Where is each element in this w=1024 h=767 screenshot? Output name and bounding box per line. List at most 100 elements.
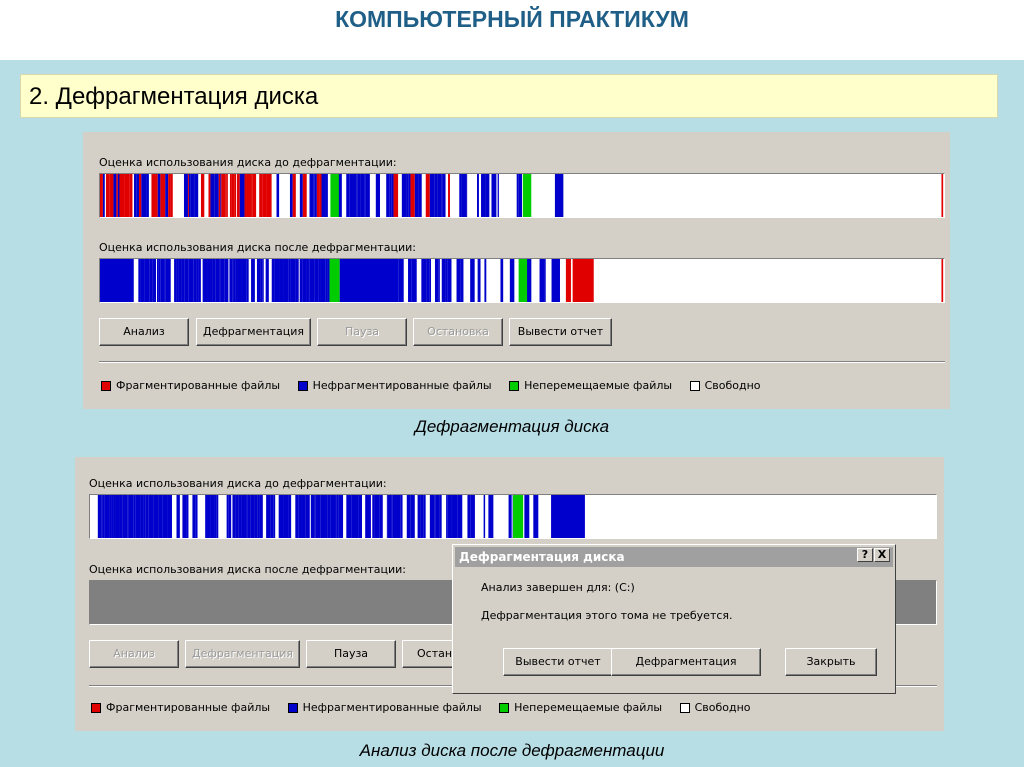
analyze-button[interactable]: Анализ — [99, 318, 189, 346]
cluster-stripe — [239, 174, 245, 217]
cluster-stripe — [231, 174, 235, 217]
cluster-stripe — [193, 259, 197, 302]
cluster-stripe — [262, 259, 264, 302]
cluster-stripe — [149, 259, 153, 302]
cluster-stripe — [241, 259, 247, 302]
cluster-stripe — [246, 259, 249, 302]
cluster-stripe — [215, 259, 220, 302]
cluster-stripe — [210, 174, 215, 217]
cluster-stripe — [115, 495, 120, 538]
cluster-stripe — [133, 495, 136, 538]
after-usage-bar — [99, 258, 945, 303]
cluster-stripe — [423, 495, 426, 538]
cluster-stripe — [184, 259, 189, 302]
cluster-stripe — [124, 495, 128, 538]
cluster-stripe — [321, 174, 326, 217]
cluster-stripe — [467, 495, 471, 538]
before-usage-label: Оценка использования диска до дефрагмент… — [89, 477, 387, 490]
cluster-stripe — [279, 259, 284, 302]
cluster-stripe — [365, 495, 369, 538]
cluster-stripe — [418, 174, 422, 217]
dialog-defragment-button[interactable]: Дефрагментация — [611, 648, 761, 676]
cluster-stripe — [104, 495, 110, 538]
analyze-button[interactable]: Анализ — [89, 640, 179, 668]
cluster-stripe — [212, 495, 215, 538]
pause-button[interactable]: Пауза — [306, 640, 396, 668]
cluster-stripe — [485, 174, 490, 217]
cluster-stripe — [391, 174, 394, 217]
cluster-stripe — [232, 495, 236, 538]
cluster-stripe — [265, 259, 269, 302]
cluster-stripe — [289, 174, 293, 217]
cluster-stripe — [241, 495, 247, 538]
cluster-stripe — [533, 495, 539, 538]
cluster-stripe — [260, 259, 263, 302]
legend-item-free: Свободно — [679, 701, 751, 714]
pause-button[interactable]: Пауза — [317, 318, 407, 346]
cluster-stripe — [224, 259, 229, 302]
cluster-stripe — [330, 495, 336, 538]
cluster-stripe — [539, 259, 545, 302]
cluster-stripe — [220, 174, 222, 217]
cluster-stripe — [102, 174, 105, 217]
defragment-button[interactable]: Дефрагментация — [185, 640, 300, 668]
cluster-stripe — [410, 495, 415, 538]
caption-1: Дефрагментация диска — [414, 417, 610, 436]
cluster-stripe — [250, 495, 255, 538]
section-heading: 2. Дефрагментация диска — [20, 74, 998, 118]
cluster-stripe — [181, 259, 185, 302]
close-icon[interactable]: X — [874, 548, 890, 562]
cluster-stripe — [235, 259, 238, 302]
free-swatch — [679, 702, 690, 713]
cluster-stripe — [325, 259, 328, 302]
cluster-stripe — [141, 174, 147, 217]
before-usage-label: Оценка использования диска до дефрагмент… — [99, 156, 397, 169]
cluster-stripe — [124, 174, 130, 217]
cluster-stripe — [426, 259, 430, 302]
cluster-stripe — [416, 174, 419, 217]
cluster-stripe — [337, 174, 342, 217]
legend-item-unmovable: Неперемещаемые файлы — [509, 379, 672, 392]
fragmented-swatch — [91, 702, 101, 713]
cluster-stripe — [97, 495, 102, 538]
cluster-stripe — [375, 174, 380, 217]
defragment-button[interactable]: Дефрагментация — [196, 318, 311, 346]
contiguous-swatch — [297, 380, 308, 391]
cluster-stripe — [129, 174, 133, 217]
cluster-stripe — [325, 174, 328, 217]
cluster-stripe — [429, 174, 435, 217]
cluster-stripe — [164, 259, 166, 302]
cluster-stripe — [320, 259, 326, 302]
cluster-stripe — [429, 259, 432, 302]
cluster-stripe — [445, 259, 448, 302]
help-icon[interactable]: ? — [857, 548, 873, 562]
report-button[interactable]: Вывести отчет — [509, 318, 612, 346]
cluster-stripe — [310, 495, 315, 538]
cluster-stripe — [349, 174, 353, 217]
cluster-stripe — [246, 174, 252, 217]
cluster-stripe — [194, 174, 196, 217]
cluster-stripe — [276, 174, 280, 217]
cluster-stripe — [214, 174, 219, 217]
cluster-stripe — [259, 495, 263, 538]
cluster-stripe — [554, 174, 564, 217]
stop-button[interactable]: Остановка — [413, 318, 503, 346]
dialog-close-button[interactable]: Закрыть — [785, 648, 877, 676]
cluster-stripe — [565, 259, 571, 302]
dialog-report-button[interactable]: Вывести отчет — [503, 648, 613, 676]
cluster-stripe — [237, 259, 242, 302]
cluster-stripe — [360, 174, 365, 217]
cluster-stripe — [158, 259, 161, 302]
dialog-title-bar: Дефрагментация диска — [455, 547, 893, 567]
cluster-stripe — [246, 495, 248, 538]
cluster-stripe — [364, 174, 366, 217]
cluster-stripe — [315, 495, 321, 538]
cluster-stripe — [157, 174, 161, 217]
cluster-stripe — [153, 495, 159, 538]
before-usage-bar-graphic — [100, 174, 944, 217]
cluster-stripe — [434, 259, 439, 302]
cluster-stripe — [406, 495, 411, 538]
cluster-stripe — [273, 495, 276, 538]
cluster-stripe — [117, 174, 120, 217]
cluster-stripe — [461, 174, 467, 217]
